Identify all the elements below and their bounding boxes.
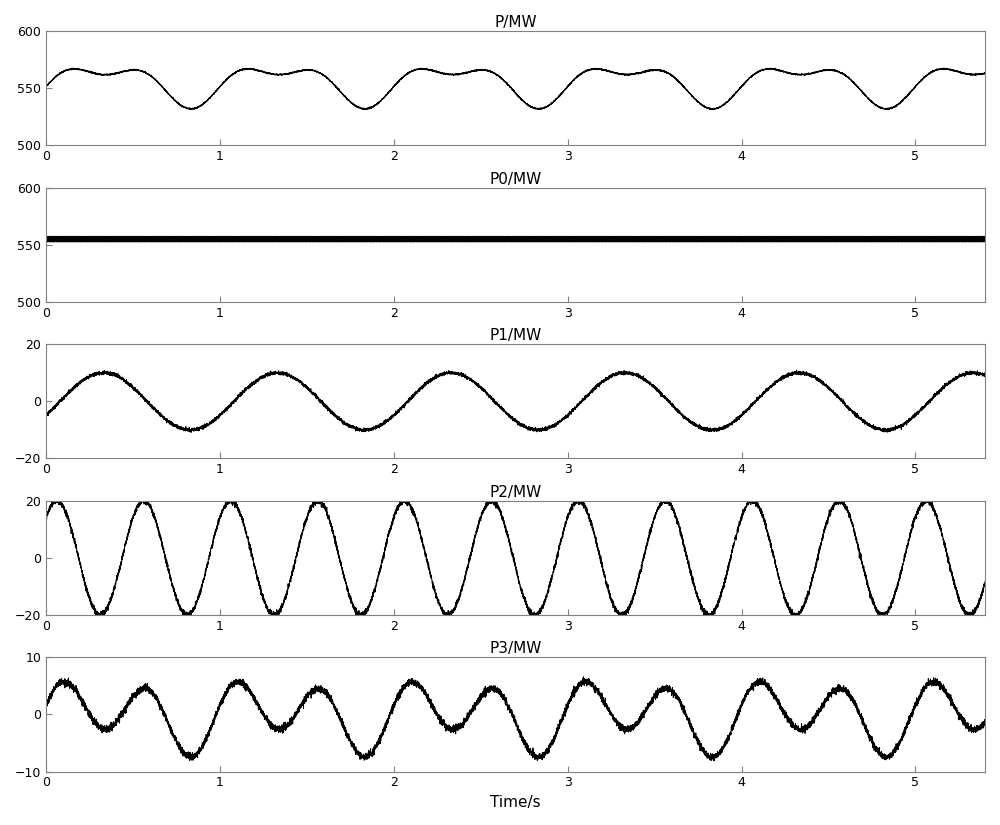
Title: P1/MW: P1/MW <box>489 328 542 343</box>
Title: P2/MW: P2/MW <box>489 484 542 500</box>
Title: P3/MW: P3/MW <box>489 641 542 656</box>
Title: P/MW: P/MW <box>494 15 537 30</box>
X-axis label: Time/s: Time/s <box>490 795 541 810</box>
Title: P0/MW: P0/MW <box>489 172 542 186</box>
